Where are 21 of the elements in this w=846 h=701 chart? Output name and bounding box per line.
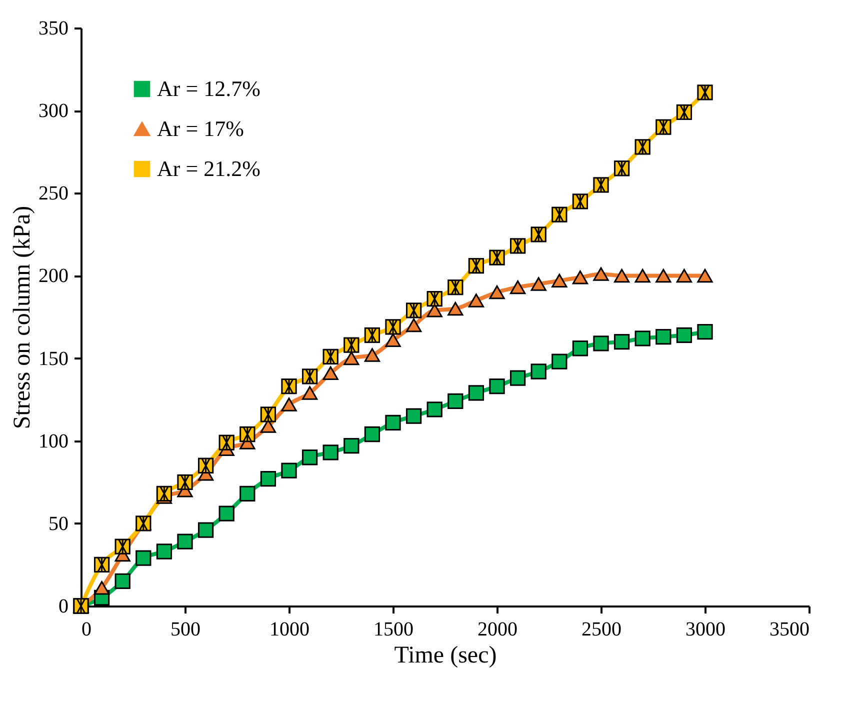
x-tick-label: 2500: [582, 618, 622, 640]
y-tick-label: 200: [38, 265, 68, 288]
x-axis-title: Time (sec): [394, 642, 497, 668]
y-tick-label: 300: [38, 100, 68, 122]
x-tick-label: 1000: [270, 618, 310, 640]
y-tick-label: 100: [38, 430, 68, 452]
y-axis-title: Stress on column (kPa): [10, 206, 36, 430]
legend-label: Ar = 17%: [157, 116, 244, 141]
legend-label: Ar = 12.7%: [157, 76, 260, 101]
x-tick-label: 2000: [478, 618, 518, 640]
y-tick-label: 50: [48, 512, 68, 535]
x-tick-label: 3500: [770, 618, 810, 640]
x-tick-label: 0: [82, 618, 92, 640]
y-tick-label: 250: [38, 182, 68, 205]
legend-label: Ar = 21.2%: [157, 156, 260, 181]
x-tick-label: 500: [170, 618, 200, 640]
y-tick-label: 350: [38, 18, 68, 40]
y-tick-label: 0: [58, 596, 68, 618]
x-tick-label: 1500: [374, 618, 414, 640]
x-tick-label: 3000: [686, 618, 726, 640]
y-tick-label: 150: [38, 348, 68, 370]
